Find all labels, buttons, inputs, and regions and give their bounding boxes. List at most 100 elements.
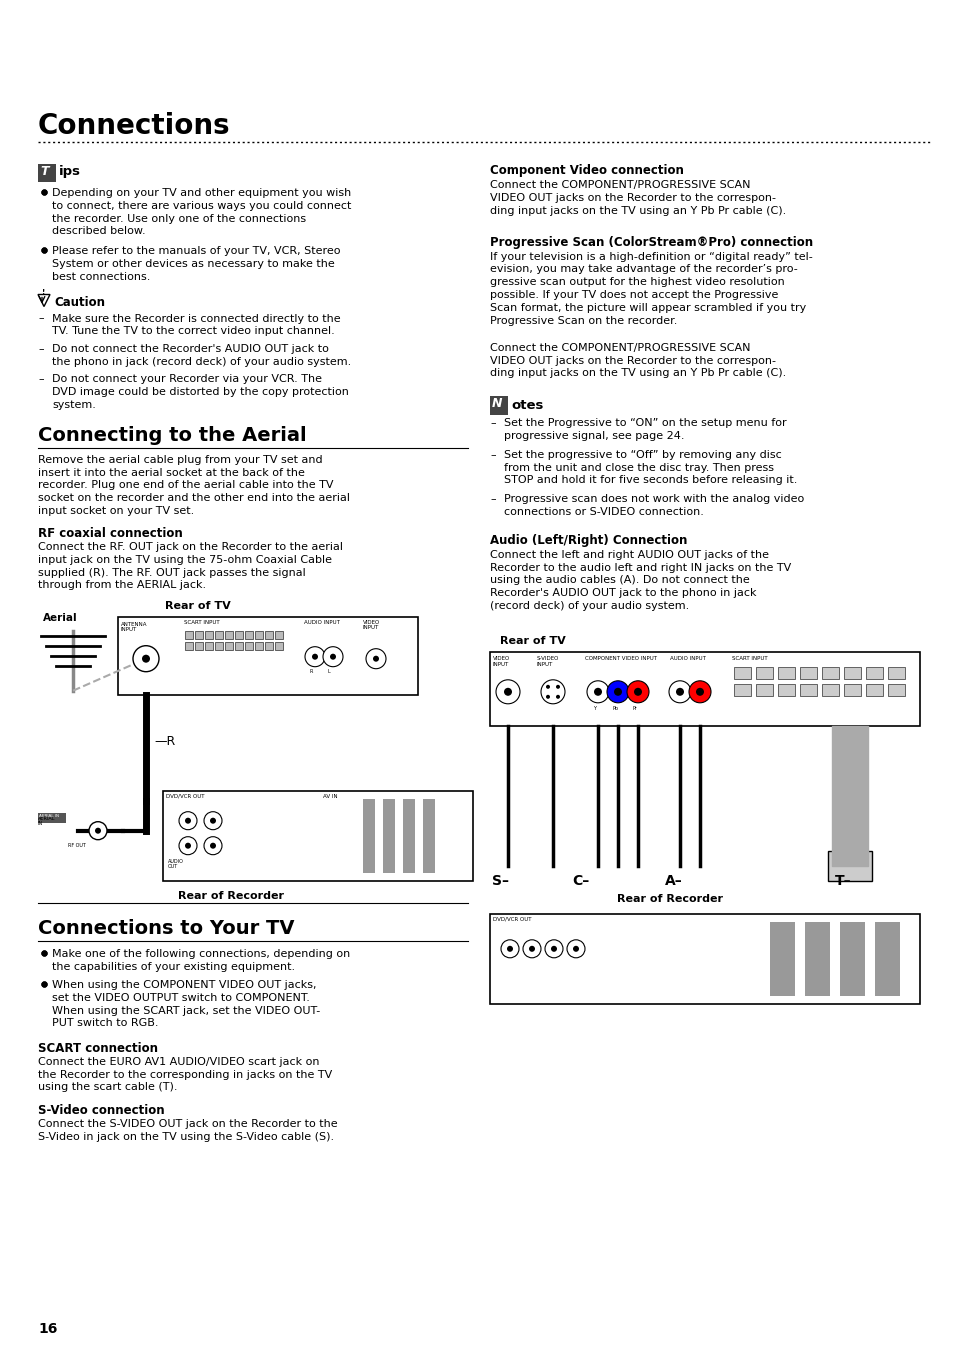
Text: –: – <box>490 419 496 428</box>
Circle shape <box>305 647 325 666</box>
Text: S–: S– <box>492 874 509 888</box>
Circle shape <box>556 685 559 689</box>
Text: Make sure the Recorder is connected directly to the
TV. Tune the TV to the corre: Make sure the Recorder is connected dire… <box>52 313 340 336</box>
Text: Rear of TV: Rear of TV <box>165 601 231 611</box>
Bar <box>363 798 375 873</box>
Text: Component Video connection: Component Video connection <box>490 163 683 177</box>
Circle shape <box>210 817 215 824</box>
Circle shape <box>556 694 559 698</box>
Bar <box>804 921 829 996</box>
Text: Connections to Your TV: Connections to Your TV <box>38 919 294 938</box>
Text: VIDEO
INPUT: VIDEO INPUT <box>363 620 380 631</box>
Text: SCART connection: SCART connection <box>38 1042 158 1055</box>
Text: AUDIO
OUT: AUDIO OUT <box>168 859 184 870</box>
Circle shape <box>634 688 641 696</box>
Bar <box>118 616 417 694</box>
Bar <box>163 790 473 881</box>
Circle shape <box>185 843 191 848</box>
Circle shape <box>95 828 101 834</box>
Circle shape <box>566 940 584 958</box>
Bar <box>843 667 861 678</box>
Text: –: – <box>490 450 496 459</box>
Text: Aerial: Aerial <box>43 613 77 623</box>
Text: Do not connect the Recorder's AUDIO OUT jack to
the phono in jack (record deck) : Do not connect the Recorder's AUDIO OUT … <box>52 345 351 366</box>
Text: Set the progressive to “Off” by removing any disc
from the unit and close the di: Set the progressive to “Off” by removing… <box>503 450 797 485</box>
Text: —R: —R <box>153 735 175 747</box>
Bar <box>245 631 253 639</box>
Text: C–: C– <box>572 874 589 888</box>
Bar <box>874 921 899 996</box>
Bar <box>205 631 213 639</box>
Text: Set the Progressive to “ON” on the setup menu for
progressive signal, see page 2: Set the Progressive to “ON” on the setup… <box>503 419 786 442</box>
Text: T: T <box>40 165 49 178</box>
Text: Remove the aerial cable plug from your TV set and
insert it into the aerial sock: Remove the aerial cable plug from your T… <box>38 455 350 516</box>
Bar <box>800 684 816 696</box>
Circle shape <box>142 655 150 663</box>
Text: –: – <box>38 345 44 354</box>
Text: DVD/VCR OUT: DVD/VCR OUT <box>493 917 531 921</box>
Text: Connect the left and right AUDIO OUT jacks of the
Recorder to the audio left and: Connect the left and right AUDIO OUT jac… <box>490 550 790 611</box>
Circle shape <box>185 817 191 824</box>
Bar <box>887 667 904 678</box>
Circle shape <box>373 655 378 662</box>
Text: Connect the COMPONENT/PROGRESSIVE SCAN
VIDEO OUT jacks on the Recorder to the co: Connect the COMPONENT/PROGRESSIVE SCAN V… <box>490 343 785 378</box>
Bar <box>865 667 882 678</box>
Text: Y: Y <box>593 705 596 711</box>
Bar <box>234 631 243 639</box>
Bar <box>274 642 283 650</box>
Text: SCART INPUT: SCART INPUT <box>184 620 219 624</box>
Bar <box>490 396 507 415</box>
Bar <box>755 667 772 678</box>
Text: Do not connect your Recorder via your VCR. The
DVD image could be distorted by t: Do not connect your Recorder via your VC… <box>52 374 349 409</box>
Bar <box>840 921 864 996</box>
Bar <box>254 642 263 650</box>
Text: AERIAL
IN: AERIAL IN <box>38 816 55 827</box>
Bar <box>254 631 263 639</box>
Text: R: R <box>310 669 313 674</box>
Circle shape <box>204 812 222 830</box>
Circle shape <box>500 940 518 958</box>
Text: If your television is a high-definition or “digital ready” tel-
evision, you may: If your television is a high-definition … <box>490 251 812 326</box>
Bar <box>185 642 193 650</box>
Text: VIDEO
INPUT: VIDEO INPUT <box>493 655 510 666</box>
Text: –: – <box>38 313 44 323</box>
Bar <box>214 631 223 639</box>
Text: –: – <box>490 494 496 504</box>
Circle shape <box>545 685 550 689</box>
Text: AV IN: AV IN <box>323 793 337 798</box>
Circle shape <box>551 946 557 952</box>
Bar <box>194 631 203 639</box>
Circle shape <box>366 648 386 669</box>
Bar <box>402 798 415 873</box>
Circle shape <box>529 946 535 952</box>
Bar <box>865 684 882 696</box>
Bar <box>827 851 871 881</box>
Text: Connect the COMPONENT/PROGRESSIVE SCAN
VIDEO OUT jacks on the Recorder to the co: Connect the COMPONENT/PROGRESSIVE SCAN V… <box>490 180 785 216</box>
Text: RF OUT: RF OUT <box>68 843 86 847</box>
Text: A–: A– <box>664 874 682 888</box>
Circle shape <box>506 946 513 952</box>
Text: S-Video connection: S-Video connection <box>38 1105 165 1117</box>
Circle shape <box>545 694 550 698</box>
Circle shape <box>179 836 196 855</box>
Bar <box>778 684 794 696</box>
Text: Rear of TV: Rear of TV <box>499 636 565 646</box>
Circle shape <box>544 940 562 958</box>
Bar <box>234 642 243 650</box>
Circle shape <box>312 654 317 659</box>
Bar <box>194 642 203 650</box>
Text: COMPONENT VIDEO INPUT: COMPONENT VIDEO INPUT <box>584 655 657 661</box>
Bar <box>422 798 435 873</box>
Circle shape <box>330 654 335 659</box>
Circle shape <box>688 681 710 703</box>
Text: Make one of the following connections, depending on
the capabilities of your exi: Make one of the following connections, d… <box>52 948 350 971</box>
Text: DVD/VCR OUT: DVD/VCR OUT <box>166 793 204 798</box>
Bar <box>225 642 233 650</box>
Bar <box>843 684 861 696</box>
Bar <box>382 798 395 873</box>
Bar <box>733 667 750 678</box>
Text: Progressive scan does not work with the analog video
connections or S-VIDEO conn: Progressive scan does not work with the … <box>503 494 803 517</box>
Text: S-VIDEO
INPUT: S-VIDEO INPUT <box>537 655 558 666</box>
Text: AERIAL IN: AERIAL IN <box>39 813 59 817</box>
Circle shape <box>503 688 512 696</box>
